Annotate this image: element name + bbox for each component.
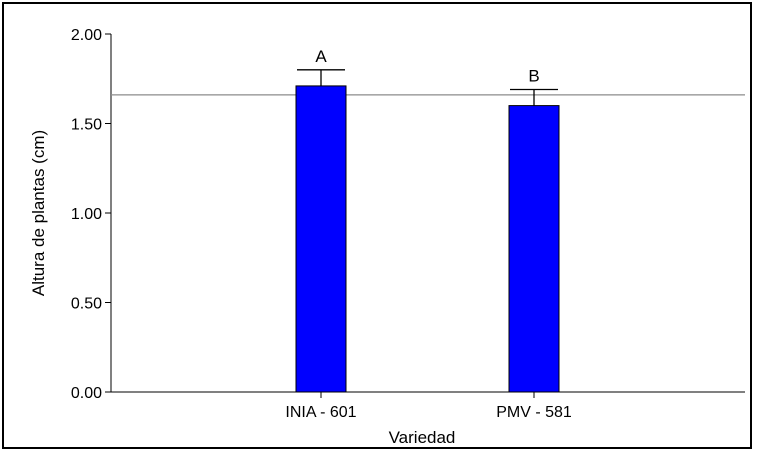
chart-frame (2, 2, 752, 449)
y-tick-label: 0.50 (71, 296, 102, 313)
y-ticks-layer: 0.00 0.50 1.00 1.50 2.00 (71, 27, 111, 402)
y-tick-label: 1.50 (71, 117, 102, 134)
bar (295, 85, 347, 393)
bars-layer (295, 85, 560, 393)
x-ticks-layer: INIA - 601 PMV - 581 (285, 392, 572, 421)
x-tick-label: PMV - 581 (496, 404, 572, 421)
bar (508, 105, 560, 393)
group-letter: A (315, 47, 327, 66)
group-letter: B (528, 66, 539, 85)
group-letters-layer: AB (315, 47, 539, 86)
y-tick-label: 0.00 (71, 385, 102, 402)
y-tick-label: 2.00 (71, 27, 102, 44)
x-axis-title: Variedad (389, 428, 456, 447)
error-bars-layer (297, 69, 558, 106)
x-tick-label: INIA - 601 (285, 404, 356, 421)
y-tick-label: 1.00 (71, 206, 102, 223)
y-axis-title: Altura de plantas (cm) (29, 130, 48, 296)
